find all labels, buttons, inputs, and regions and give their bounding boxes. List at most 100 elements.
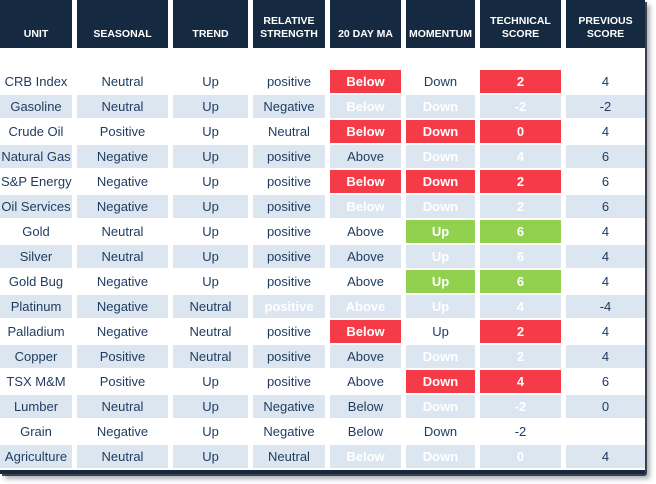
cell-relative-strength: Negative xyxy=(253,95,330,120)
spacer-cell xyxy=(406,48,480,70)
cell-relative-strength: positive xyxy=(253,370,330,395)
table-row: Copper Positive Neutral positive Above Down 2 4 xyxy=(0,345,645,370)
cell-technical-score: 4 xyxy=(480,370,566,395)
cell-previous-score xyxy=(566,420,645,445)
cell-unit: CRB Index xyxy=(0,70,77,95)
cell-seasonal: Neutral xyxy=(77,220,173,245)
cell-trend: Up xyxy=(173,95,253,120)
spacer-cell xyxy=(0,48,77,70)
table-row: Agriculture Neutral Up Neutral Below Down 0 4 xyxy=(0,445,645,470)
table-row: Gasoline Neutral Up Negative Below Down -2 -2 xyxy=(0,95,645,120)
cell-seasonal: Neutral xyxy=(77,95,173,120)
cell-trend: Neutral xyxy=(173,345,253,370)
cell-previous-score: 4 xyxy=(566,220,645,245)
table-row: S&P Energy Negative Up positive Below Down 2 6 xyxy=(0,170,645,195)
cell-previous-score: 4 xyxy=(566,445,645,470)
cell-20-day-ma: Below xyxy=(330,95,406,120)
spacer-cell xyxy=(480,48,566,70)
cell-unit: Natural Gas xyxy=(0,145,77,170)
cell-relative-strength: Negative xyxy=(253,395,330,420)
table-row: CRB Index Neutral Up positive Below Down 2 4 xyxy=(0,70,645,95)
cell-unit: Gold Bug xyxy=(0,270,77,295)
cell-trend: Up xyxy=(173,270,253,295)
column-header-trend: TREND xyxy=(173,0,253,48)
cell-seasonal: Negative xyxy=(77,420,173,445)
cell-20-day-ma: Below xyxy=(330,320,406,345)
cell-unit: S&P Energy xyxy=(0,170,77,195)
cell-relative-strength: positive xyxy=(253,170,330,195)
cell-relative-strength: positive xyxy=(253,295,330,320)
cell-unit: Grain xyxy=(0,420,77,445)
table-row: Natural Gas Negative Up positive Above Down 4 6 xyxy=(0,145,645,170)
cell-previous-score: 6 xyxy=(566,170,645,195)
cell-seasonal: Negative xyxy=(77,295,173,320)
cell-momentum: Down xyxy=(406,445,480,470)
cell-momentum: Down xyxy=(406,120,480,145)
spacer-cell xyxy=(77,48,173,70)
commodity-score-table: UNIT SEASONAL TREND RELATIVE STRENGTH 20 DAY… xyxy=(0,0,645,474)
spacer-row xyxy=(0,48,645,70)
cell-technical-score: -2 xyxy=(480,95,566,120)
cell-trend: Up xyxy=(173,70,253,95)
cell-trend: Up xyxy=(173,395,253,420)
table-row: Silver Neutral Up positive Above Up 6 4 xyxy=(0,245,645,270)
cell-technical-score: 6 xyxy=(480,245,566,270)
cell-previous-score: 4 xyxy=(566,270,645,295)
cell-20-day-ma: Below xyxy=(330,195,406,220)
cell-seasonal: Neutral xyxy=(77,395,173,420)
cell-relative-strength: positive xyxy=(253,195,330,220)
commodity-score-sheet: UNIT SEASONAL TREND RELATIVE STRENGTH 20 DAY… xyxy=(0,0,645,474)
cell-relative-strength: Neutral xyxy=(253,120,330,145)
cell-momentum: Up xyxy=(406,245,480,270)
cell-seasonal: Negative xyxy=(77,270,173,295)
cell-trend: Up xyxy=(173,220,253,245)
column-header-unit: UNIT xyxy=(0,0,77,48)
cell-technical-score: 2 xyxy=(480,70,566,95)
table-row: Gold Bug Negative Up positive Above Up 6 4 xyxy=(0,270,645,295)
cell-momentum: Down xyxy=(406,370,480,395)
cell-previous-score: 4 xyxy=(566,320,645,345)
cell-unit: Palladium xyxy=(0,320,77,345)
cell-technical-score: 4 xyxy=(480,295,566,320)
cell-technical-score: -2 xyxy=(480,395,566,420)
cell-seasonal: Negative xyxy=(77,195,173,220)
cell-momentum: Up xyxy=(406,295,480,320)
cell-previous-score: -4 xyxy=(566,295,645,320)
cell-relative-strength: Negative xyxy=(253,420,330,445)
cell-20-day-ma: Above xyxy=(330,370,406,395)
cell-previous-score: 4 xyxy=(566,345,645,370)
table-row: Gold Neutral Up positive Above Up 6 4 xyxy=(0,220,645,245)
cell-seasonal: Negative xyxy=(77,145,173,170)
cell-unit: Crude Oil xyxy=(0,120,77,145)
cell-unit: Gold xyxy=(0,220,77,245)
cell-relative-strength: positive xyxy=(253,270,330,295)
cell-trend: Up xyxy=(173,420,253,445)
cell-previous-score: 4 xyxy=(566,120,645,145)
cell-unit: Gasoline xyxy=(0,95,77,120)
cell-20-day-ma: Below xyxy=(330,170,406,195)
cell-momentum: Up xyxy=(406,320,480,345)
cell-momentum: Down xyxy=(406,145,480,170)
cell-20-day-ma: Below xyxy=(330,120,406,145)
cell-technical-score: 2 xyxy=(480,345,566,370)
cell-trend: Up xyxy=(173,145,253,170)
column-header-seasonal: SEASONAL xyxy=(77,0,173,48)
cell-momentum: Up xyxy=(406,270,480,295)
cell-momentum: Down xyxy=(406,70,480,95)
table-body: CRB Index Neutral Up positive Below Down 2 4 Gas… xyxy=(0,48,645,470)
cell-seasonal: Neutral xyxy=(77,445,173,470)
table-row: Platinum Negative Neutral positive Above Up 4-… xyxy=(0,295,645,320)
cell-relative-strength: positive xyxy=(253,245,330,270)
cell-trend: Up xyxy=(173,445,253,470)
spacer-cell xyxy=(566,48,645,70)
column-header-relative-strength: RELATIVE STRENGTH xyxy=(253,0,330,48)
cell-20-day-ma: Below xyxy=(330,445,406,470)
cell-previous-score: 6 xyxy=(566,195,645,220)
cell-20-day-ma: Above xyxy=(330,145,406,170)
cell-trend: Up xyxy=(173,120,253,145)
cell-trend: Up xyxy=(173,170,253,195)
cell-technical-score: 6 xyxy=(480,220,566,245)
cell-technical-score: 0 xyxy=(480,120,566,145)
table-row: Palladium Negative Neutral positive Below Up 2… xyxy=(0,320,645,345)
